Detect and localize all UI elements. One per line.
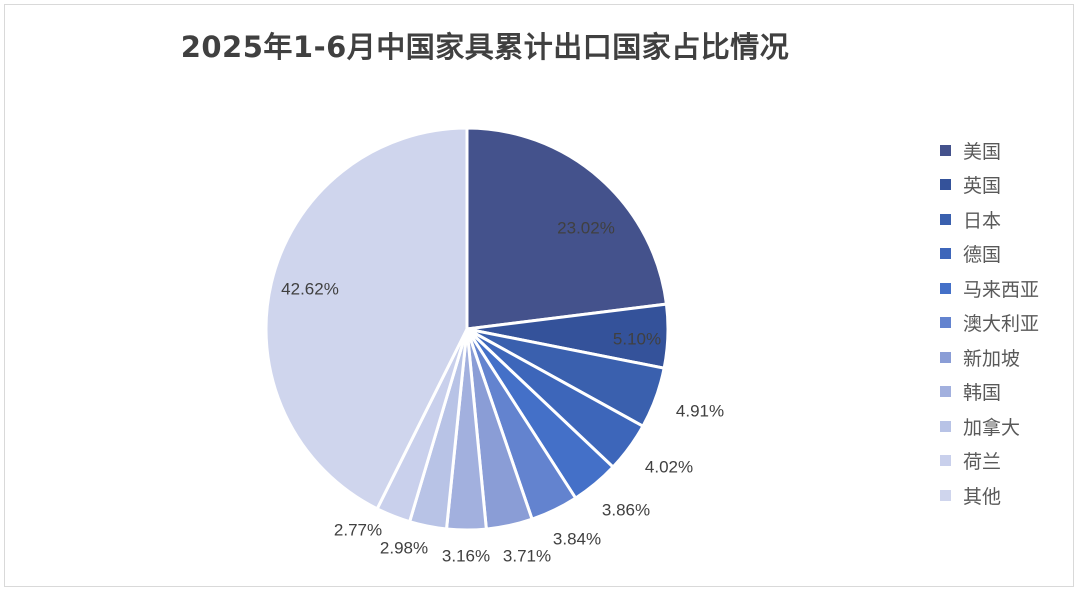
legend-swatch <box>940 213 951 225</box>
data-label: 23.02% <box>557 218 615 237</box>
legend-label: 韩国 <box>963 382 1002 405</box>
pie-slice-0 <box>465 126 669 331</box>
legend-swatch <box>940 420 951 432</box>
data-label: 3.16% <box>442 546 490 565</box>
legend-label: 美国 <box>963 140 1002 163</box>
data-label: 3.84% <box>553 529 601 548</box>
legend-swatch <box>940 282 951 294</box>
legend-item: 新加坡 <box>940 340 1039 375</box>
data-label: 3.71% <box>503 546 551 565</box>
data-label: 42.62% <box>281 279 339 298</box>
legend-swatch <box>940 455 951 467</box>
legend-label: 新加坡 <box>963 347 1021 370</box>
data-label: 3.86% <box>602 500 650 519</box>
pie-slice-10 <box>264 126 469 511</box>
data-label: 2.77% <box>334 520 382 539</box>
legend-swatch <box>940 317 951 329</box>
legend-label: 加拿大 <box>963 416 1021 439</box>
legend-item: 德国 <box>940 237 1039 272</box>
chart-frame <box>4 4 1074 587</box>
data-label: 5.10% <box>613 329 661 348</box>
legend-item: 澳大利亚 <box>940 306 1039 341</box>
data-label: 2.98% <box>380 538 428 557</box>
legend-item: 英国 <box>940 168 1039 203</box>
legend-swatch <box>940 489 951 501</box>
legend-label: 荷兰 <box>963 451 1002 474</box>
legend-label: 其他 <box>963 485 1002 508</box>
legend-item: 美国 <box>940 133 1039 168</box>
chart-title: 2025年1-6月中国家具累计出口国家占比情况 <box>180 30 790 64</box>
legend-item: 马来西亚 <box>940 271 1039 306</box>
data-label: 4.91% <box>676 401 724 420</box>
data-label: 4.02% <box>645 457 693 476</box>
legend-label: 马来西亚 <box>963 278 1040 301</box>
legend-label: 英国 <box>963 175 1002 198</box>
legend-swatch <box>940 386 951 398</box>
legend-item: 加拿大 <box>940 409 1039 444</box>
legend-swatch <box>940 248 951 260</box>
legend-swatch <box>940 351 951 363</box>
legend-label: 澳大利亚 <box>963 313 1040 336</box>
legend-label: 德国 <box>963 244 1002 267</box>
legend-label: 日本 <box>963 209 1002 232</box>
legend-item: 其他 <box>940 478 1039 513</box>
legend-item: 韩国 <box>940 375 1039 410</box>
legend-swatch <box>940 179 951 191</box>
legend-item: 日本 <box>940 202 1039 237</box>
legend: 美国英国日本德国马来西亚澳大利亚新加坡韩国加拿大荷兰其他 <box>940 133 1039 513</box>
legend-swatch <box>940 144 951 156</box>
legend-item: 荷兰 <box>940 444 1039 479</box>
